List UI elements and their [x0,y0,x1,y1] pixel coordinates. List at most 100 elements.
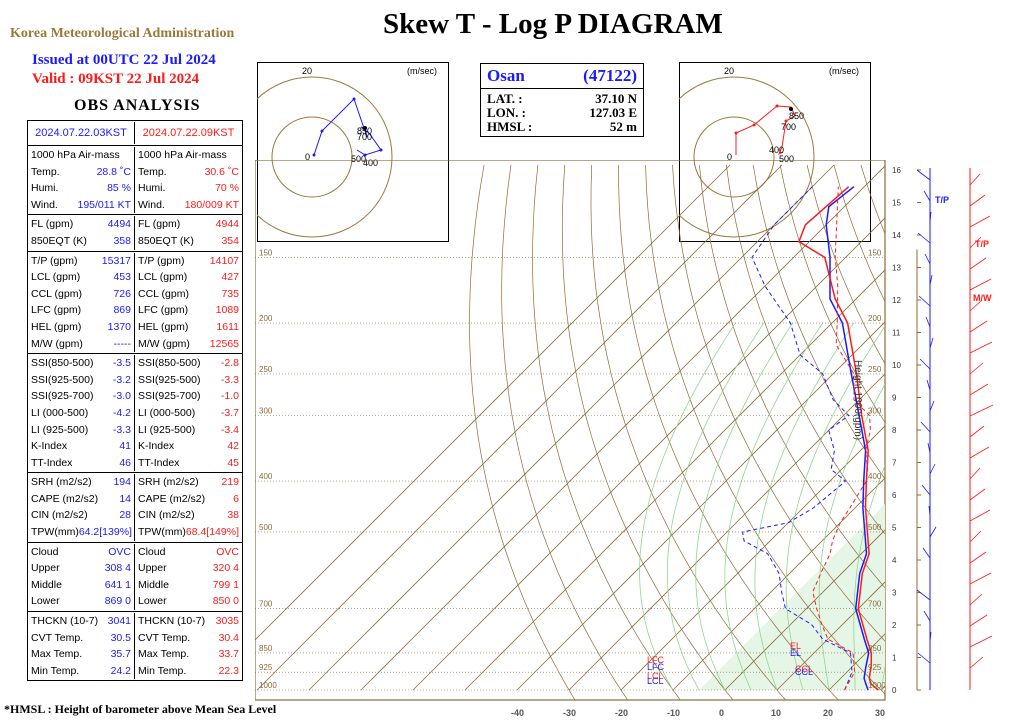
pressure-label: 400 [868,472,882,481]
wind-barb [929,337,934,349]
wind-barb [969,257,987,270]
wind-barb [923,190,931,202]
table-head-09kst: 2024.07.22.09KST [142,127,235,139]
height-axis-label: Height 1000(gpm) [852,360,863,440]
level-marker: EL [790,641,801,651]
hodo-right-700: 700 [781,122,796,132]
table-key: K-Index [138,440,175,453]
table-key: FL (gpm) [31,218,74,231]
table-value: 14 [119,492,131,505]
series-line [797,186,879,691]
table-value: 28 [119,509,131,522]
hodo2-ring-label: 20 [724,66,734,76]
table-key: SRH (m2/s2) [31,476,92,489]
table-value: 799 1 [212,578,239,591]
table-value: 1611 [216,320,239,333]
level-marker: LCL [647,671,664,681]
moist-adiabat [639,322,736,691]
table-value: 41 [119,440,131,453]
table-value: -3.4 [220,423,239,436]
wind-barb [969,404,994,417]
hodo-right-500: 500 [779,154,794,164]
wind-barb [929,463,936,475]
wind-barb [917,652,931,664]
table-key: Wind. [31,198,58,211]
moist-adiabat [667,322,765,691]
pressure-label: 925 [259,663,273,672]
wind-barb [969,488,986,501]
wind-barb [924,253,931,265]
table-value: 24.2 [110,664,131,677]
dry-adiabat [469,164,576,700]
table-value: 735 [221,287,239,300]
table-value: 42 [227,440,239,453]
table-value: 869 0 [104,595,131,608]
table-key: Lower [31,595,60,608]
hodograph-03kst: 20 (m/sec) 0 850 700 500 400 [257,62,449,242]
pressure-label: 300 [868,406,882,415]
table-value: 1089 [215,304,239,317]
table-key: Min Temp. [31,664,80,677]
dry-adiabat [860,164,885,235]
table-key: 850EQT (K) [138,234,194,247]
temp-tick: 30 [875,708,885,718]
hmsl-footnote: *HMSL : Height of barometer above Mean S… [4,702,277,716]
height-label: 5 [892,524,897,533]
table-value: 726 [113,287,131,300]
table-key: Temp. [138,165,167,178]
table-value: 35.7 [110,648,131,661]
isotherm [412,217,885,691]
table-value: 85 % [107,182,131,195]
table-key: TPW(mm) [31,526,79,539]
isotherm [516,321,885,691]
series-line [812,186,871,691]
pressure-label: 200 [868,314,882,323]
wind-barb [969,278,992,291]
table-key: Max Temp. [31,648,83,661]
moist-adiabat [695,322,794,691]
dry-adiabat [779,164,885,424]
hodo-origin: 0 [305,152,310,162]
table-key: TT-Index [31,456,73,469]
table-key: CCL (gpm) [138,287,189,300]
table-value: 30.6 ˚C [204,165,239,178]
table-value: OVC [108,545,131,558]
wind-barb [969,446,990,459]
pressure-label: 925 [868,663,882,672]
tp-label-blue: T/P [935,195,949,205]
table-key: K-Index [31,440,68,453]
table-key: Upper [31,562,60,575]
hodo-right-850: 850 [789,111,804,121]
wind-barb [969,341,993,354]
wind-barb [922,547,931,559]
pressure-label: 700 [868,600,882,609]
isotherm [672,477,885,691]
table-key: M/W (gpm) [138,337,190,350]
wind-barb [969,425,985,438]
table-key: HEL (gpm) [138,320,189,333]
wind-barb [917,232,931,244]
pressure-label: 150 [259,248,273,257]
table-value: -3.7 [220,406,239,419]
moist-adiabat [818,383,885,691]
temp-tick: 0 [719,708,724,718]
wind-barb [969,656,984,669]
series-line [742,186,853,691]
table-key: Min Temp. [138,664,187,677]
table-value: 22.3 [218,664,239,677]
table-value: 641 1 [104,578,131,591]
table-key: SSI(925-700) [138,390,201,403]
level-marker: EL [790,648,801,658]
table-value: 453 [113,271,131,284]
wind-barb [969,593,983,606]
table-key: T/P (gpm) [31,254,78,267]
table-value: 46 [119,456,131,469]
table-key: Temp. [31,165,60,178]
wind-barb [969,215,991,228]
table-value: 68.4[149%] [185,526,239,539]
hodo-left-850: 850 [357,126,372,136]
table-value: -3.2 [112,373,131,386]
issued-time: Issued at 00UTC 22 Jul 2024 [32,52,216,68]
table-value: -1.0 [220,390,239,403]
table-value: 3035 [215,615,239,628]
